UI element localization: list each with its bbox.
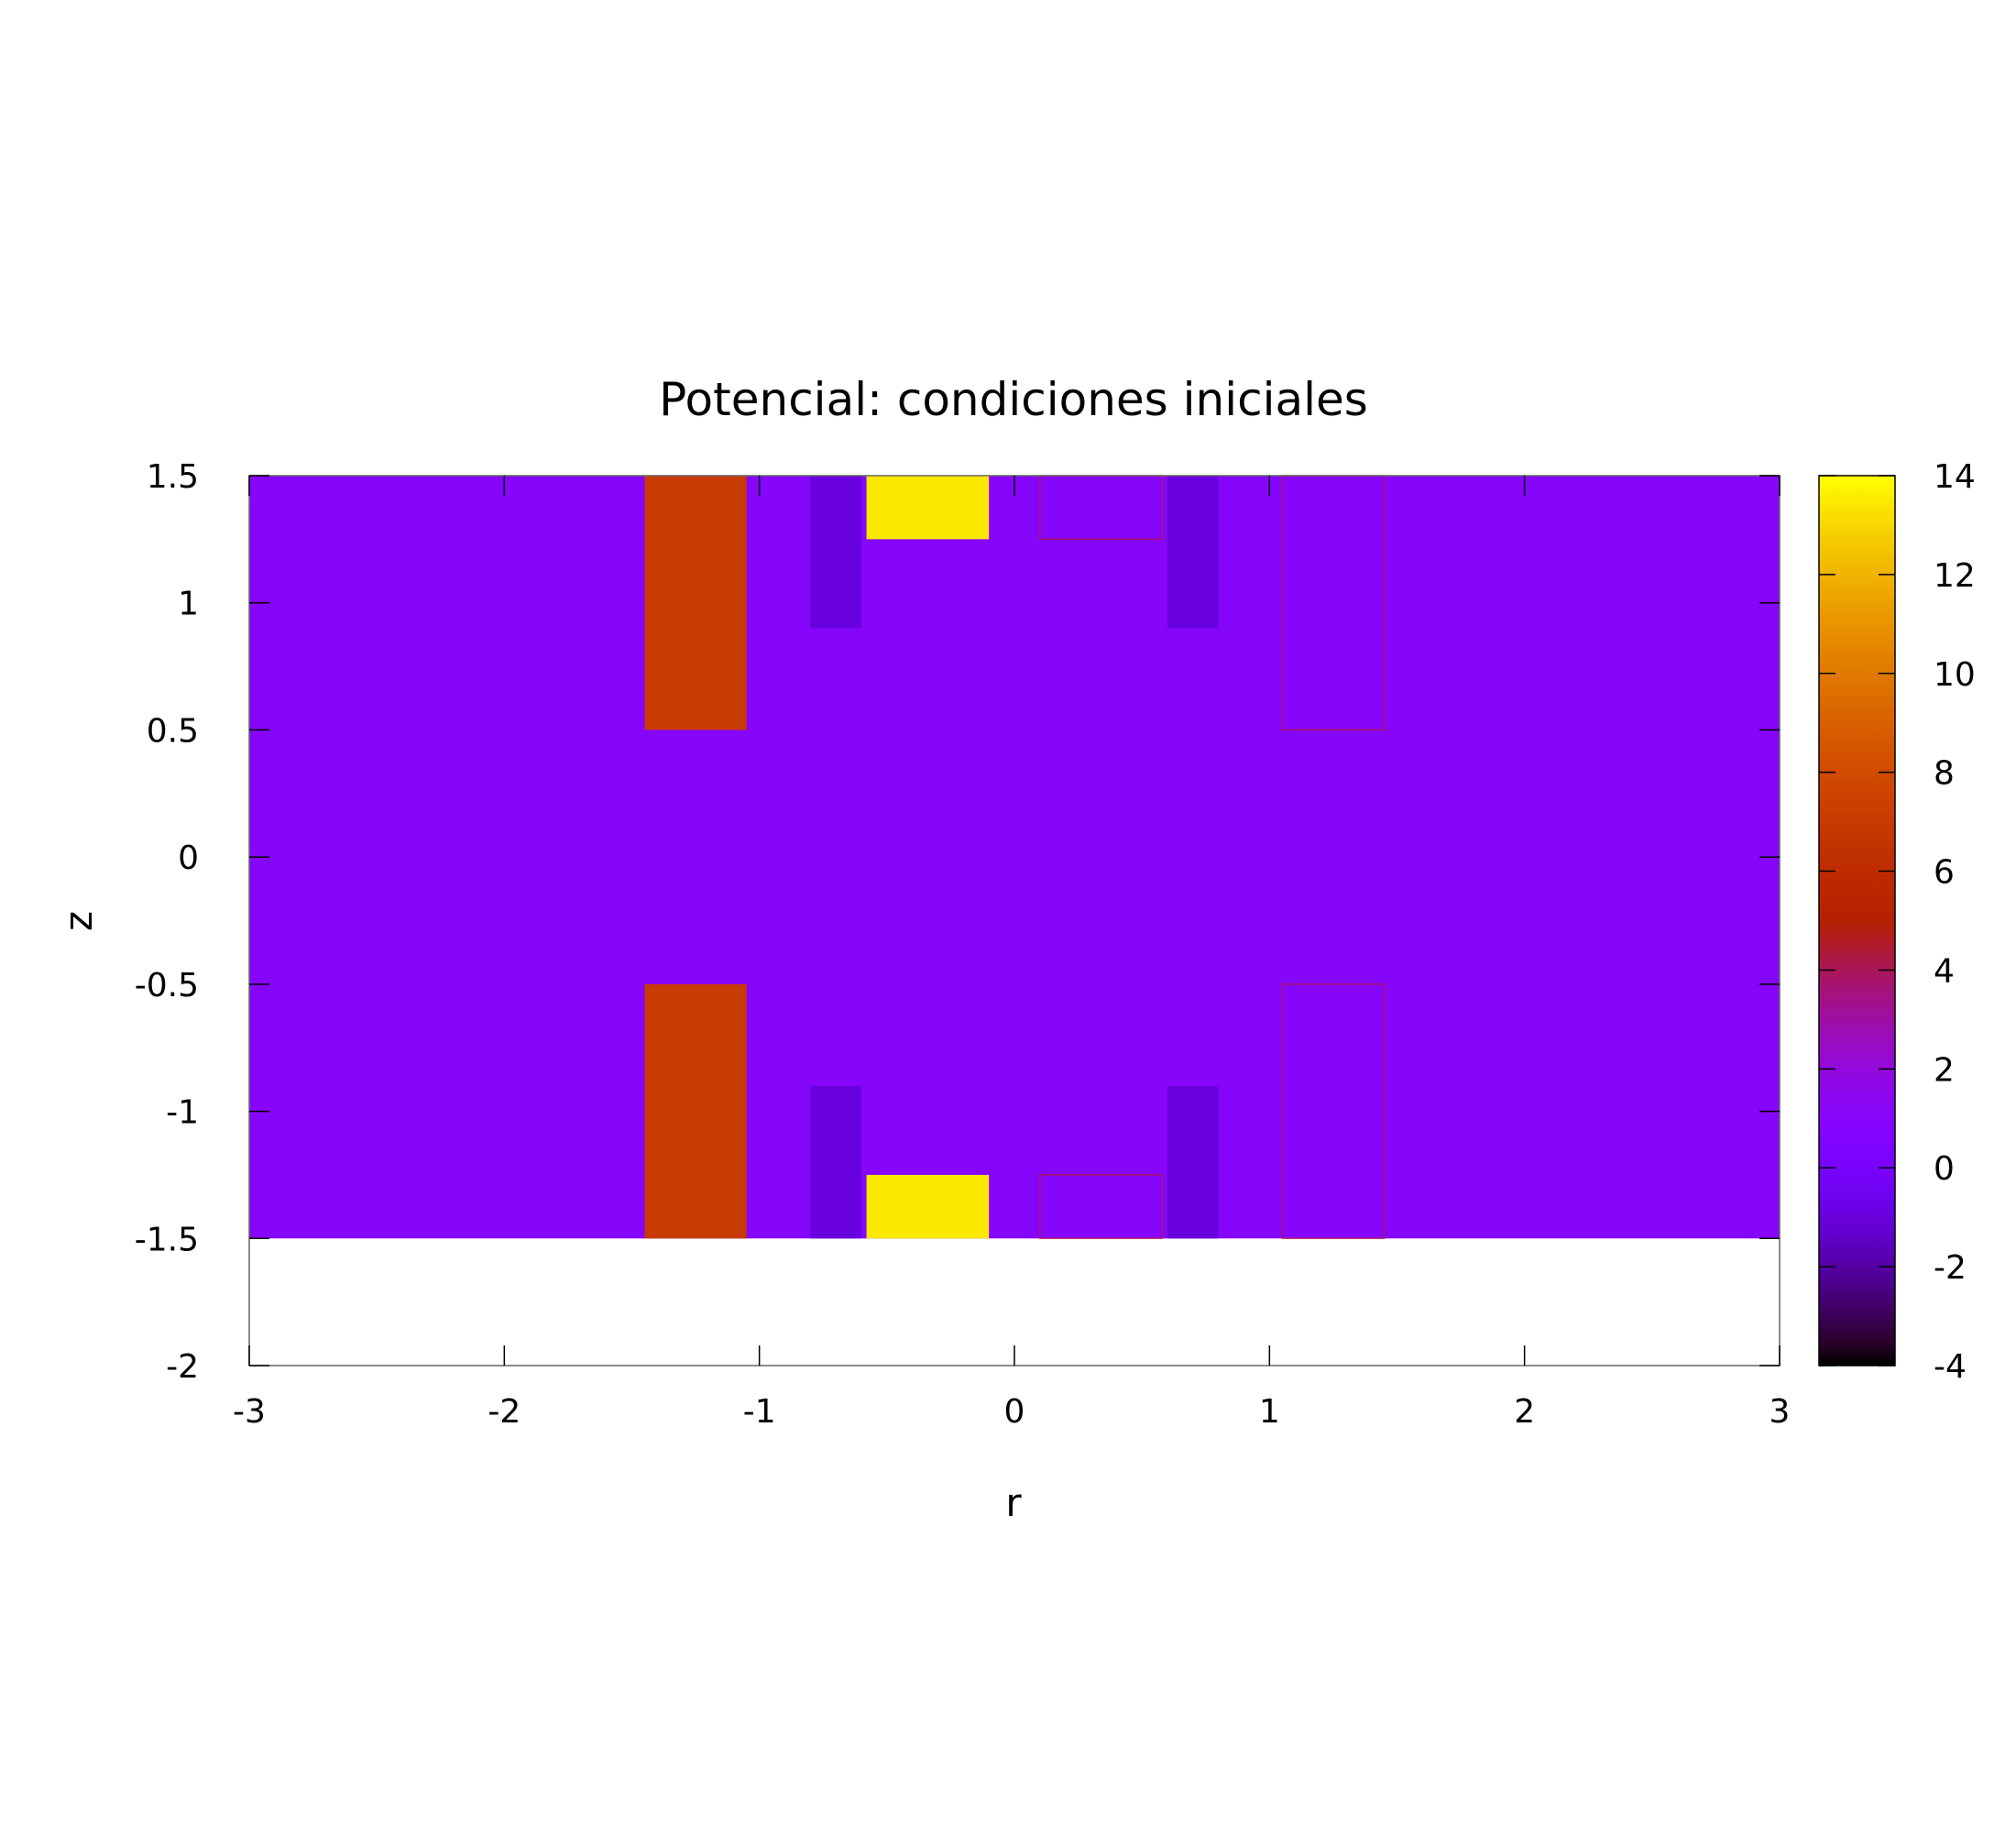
chart-title: Potencial: condiciones iniciales (659, 373, 1368, 426)
colorbar-border (1818, 475, 1896, 1367)
y-axis-label: z (56, 911, 101, 931)
colorbar-tick-label: -2 (1934, 1249, 1967, 1287)
x-tick-label: -2 (488, 1393, 520, 1431)
potential-region-7 (1039, 475, 1164, 541)
y-tick-label: -1 (166, 1094, 199, 1132)
potential-region-1 (644, 476, 747, 730)
y-axis-ticks: -2 -1.5 -1 -0.5 0 0.5 1 1.5 (135, 458, 1780, 1386)
y-tick-label: 1.5 (147, 458, 199, 496)
colorbar-tick-label: -4 (1934, 1348, 1967, 1386)
potential-region-6 (866, 1174, 990, 1239)
x-axis-label: r (1005, 1480, 1022, 1525)
x-axis-ticks: -3 -2 -1 0 1 2 3 (233, 476, 1790, 1431)
potential-region-2 (644, 983, 747, 1239)
x-tick-label: 0 (1004, 1393, 1025, 1431)
plot-area (249, 476, 1780, 1239)
colorbar-tick-label: 14 (1934, 458, 1976, 496)
y-tick-label: -2 (166, 1348, 199, 1386)
x-tick-label: -1 (743, 1393, 776, 1431)
potential-region-5 (866, 476, 990, 540)
x-tick-label: 3 (1769, 1393, 1791, 1431)
potential-region-11 (1281, 475, 1386, 731)
potential-region-9 (1167, 476, 1219, 629)
colorbar-tick-label: 8 (1934, 755, 1955, 793)
x-tick-label: 1 (1259, 1393, 1280, 1431)
potential-region-4 (810, 1085, 861, 1239)
colorbar-tick-label: 2 (1934, 1051, 1955, 1089)
potential-regions (644, 475, 1386, 1240)
colorbar-tick-label: 12 (1934, 557, 1976, 595)
colorbar-fill (1819, 476, 1895, 1366)
y-tick-label: -0.5 (135, 967, 199, 1004)
y-tick-label: -1.5 (135, 1221, 199, 1258)
y-tick-label: 0.5 (147, 712, 199, 750)
potential-region-3 (810, 476, 861, 629)
colorbar (1818, 475, 1896, 1367)
potential-region-10 (1167, 1085, 1219, 1239)
colorbar-tick-label: 10 (1934, 656, 1976, 694)
y-tick-label: 0 (178, 840, 199, 877)
potential-region-8 (1039, 1174, 1164, 1240)
x-tick-label: -3 (233, 1393, 266, 1431)
colorbar-tick-label: 0 (1934, 1150, 1955, 1188)
y-tick-label: 1 (178, 586, 199, 623)
potential-region-12 (1281, 983, 1386, 1240)
colorbar-tick-label: 6 (1934, 854, 1955, 892)
potential-background (249, 476, 1780, 1239)
x-tick-label: 2 (1514, 1393, 1535, 1431)
colorbar-ticks: -4 -2 0 2 4 6 8 10 12 14 (1819, 458, 1976, 1386)
colorbar-tick-label: 4 (1934, 952, 1955, 990)
